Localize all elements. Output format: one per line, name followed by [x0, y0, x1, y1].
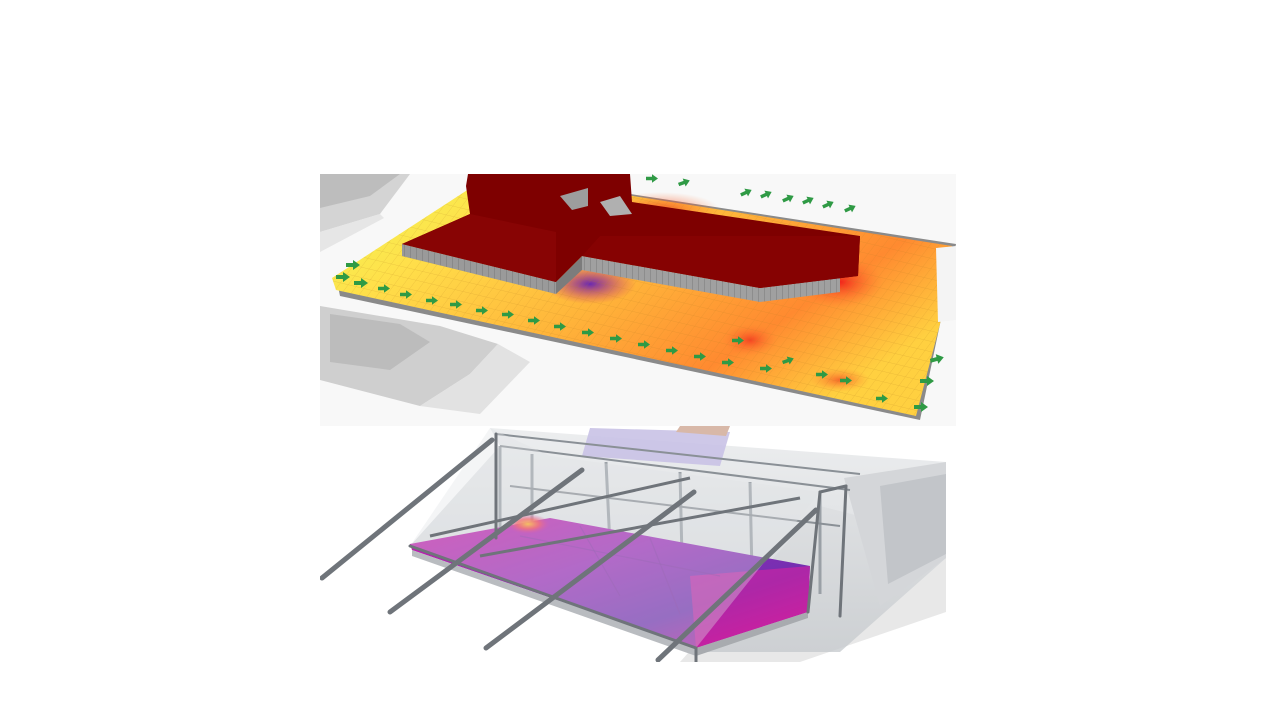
simulation-figure [320, 174, 956, 662]
site-heatmap-image [320, 174, 956, 426]
main-building [402, 174, 860, 302]
canopy-heatmap-panel [320, 426, 956, 662]
neighbor-building-top-left [320, 174, 410, 252]
neighbor-building-bottom-left [320, 306, 530, 414]
canopy-struts [320, 437, 819, 662]
canopy-structure [410, 426, 946, 652]
site-heatmap-panel [320, 174, 956, 426]
canopy-heatmap-image [320, 426, 956, 662]
